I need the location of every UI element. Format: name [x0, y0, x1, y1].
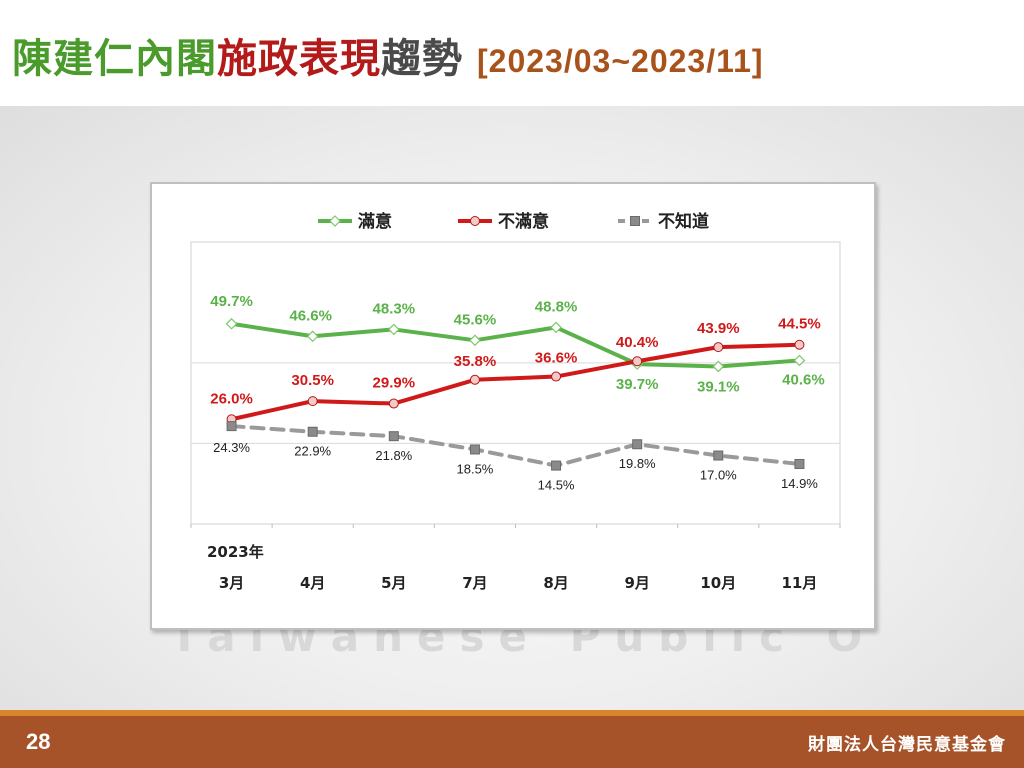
data-point [388, 431, 399, 442]
data-label: 45.6% [454, 311, 497, 328]
footer-accent-line [0, 710, 1024, 716]
data-label: 19.8% [619, 456, 656, 471]
title-part-trend: 趨勢 [381, 36, 463, 82]
slide-title: 陳建仁內閣施政表現趨勢 [2023/03~2023/11] [12, 34, 764, 86]
data-point [307, 396, 318, 407]
data-point [226, 421, 237, 432]
data-label: 29.9% [373, 375, 416, 392]
plot-frame [190, 241, 841, 525]
data-label: 40.6% [782, 371, 825, 388]
data-point [551, 371, 562, 382]
data-label: 48.3% [373, 300, 416, 317]
title-part-cabinet: 陳建仁內閣 [12, 36, 217, 82]
line-chart: 3月 4月 5月 7月 8月 9月 10月 11月 2023年 49.7% 46.6% 48.3% 45… [190, 211, 841, 592]
data-label: 14.9% [781, 476, 818, 491]
data-point [388, 398, 399, 409]
series-line-1 [229, 321, 802, 369]
data-label: 21.8% [375, 448, 412, 463]
series-line-2 [229, 342, 802, 422]
legend-label: 不滿意 [498, 211, 549, 232]
page-number: 28 [26, 729, 51, 754]
data-point [550, 321, 562, 334]
data-label: 44.5% [778, 316, 821, 333]
data-point [551, 460, 562, 471]
data-label: 39.1% [697, 378, 740, 395]
series-line-3 [229, 424, 802, 468]
x-tick-label: 5月 [381, 574, 406, 592]
year-label: 2023年 [207, 543, 264, 561]
data-point [225, 317, 238, 330]
data-point [712, 360, 725, 373]
legend-marker [630, 216, 640, 226]
legend-marker [470, 216, 480, 226]
x-tick-label: 10月 [700, 574, 736, 592]
data-label: 39.7% [616, 376, 659, 393]
x-tick-label: 8月 [543, 574, 568, 592]
title-bar: 陳建仁內閣施政表現趨勢 [2023/03~2023/11] [0, 0, 1024, 106]
title-date-range: [2023/03~2023/11] [477, 43, 764, 79]
data-point [469, 334, 481, 347]
data-label: 40.4% [616, 334, 659, 351]
organization-name: 財團法人台灣民意基金會 [808, 735, 1006, 755]
legend-label: 不知道 [658, 211, 709, 232]
data-label: 30.5% [291, 372, 334, 389]
chart-card: 3月 4月 5月 7月 8月 9月 10月 11月 2023年 49.7% 46.6% 48.3% 45… [150, 182, 876, 630]
data-label: 48.8% [535, 298, 578, 315]
data-point [632, 356, 643, 367]
data-label: 18.5% [457, 461, 494, 476]
x-tick-label: 3月 [219, 574, 244, 592]
data-label: 17.0% [700, 468, 737, 483]
data-point [307, 426, 318, 437]
data-label: 26.0% [210, 390, 253, 407]
data-label: 24.3% [213, 440, 250, 455]
x-tick-label: 7月 [462, 574, 487, 592]
data-point [306, 330, 319, 343]
data-label: 46.6% [289, 307, 332, 324]
data-label: 14.5% [538, 478, 575, 493]
data-point [713, 450, 724, 461]
x-tick-label: 4月 [300, 574, 325, 592]
data-label: 49.7% [210, 293, 253, 310]
x-tick-label: 9月 [624, 574, 649, 592]
x-tick-label: 11月 [782, 574, 818, 592]
data-point [794, 458, 805, 469]
data-label: 22.9% [294, 444, 331, 459]
legend-marker [329, 215, 341, 227]
legend-label: 滿意 [358, 211, 392, 232]
data-point [387, 323, 400, 336]
data-point [793, 354, 806, 367]
data-point [713, 342, 724, 353]
data-label: 43.9% [697, 320, 740, 337]
data-point [469, 444, 480, 455]
data-label: 36.6% [535, 350, 578, 367]
data-point [632, 439, 643, 450]
footer: 28 財團法人台灣民意基金會 [0, 716, 1024, 768]
data-label: 35.8% [454, 353, 497, 370]
title-part-performance: 施政表現 [217, 36, 381, 82]
data-point [794, 339, 805, 350]
data-point [469, 374, 480, 385]
